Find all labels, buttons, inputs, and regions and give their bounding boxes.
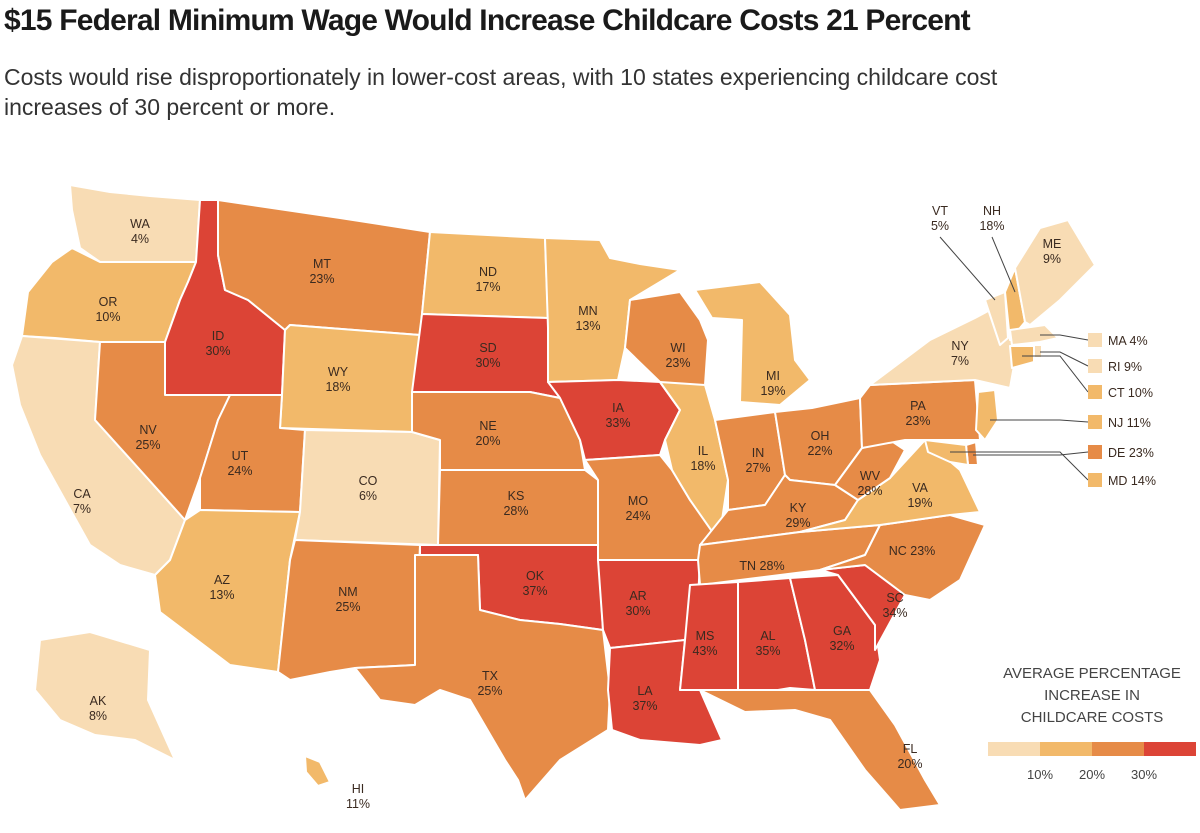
state-fl [699,689,941,811]
state-label-id: ID 30% [205,329,230,358]
state-label-sc: SC 34% [882,591,907,620]
callout-label-ct: CT 10% [1108,386,1153,400]
state-label-nd: ND 17% [475,265,500,294]
leader-line-md [950,451,1089,481]
state-label-hi: HI 11% [346,782,370,811]
state-label-me: ME 9% [1043,237,1062,266]
legend-tick: 20% [1079,767,1105,782]
legend-swatch [1040,742,1092,756]
state-label-oh: OH 22% [807,429,832,458]
leader-line-ri [1040,351,1089,367]
state-label-tx: TX 25% [477,669,502,698]
state-label-mn: MN 13% [575,304,600,333]
leader-line-nh [991,236,1016,293]
swatch-de [1088,445,1102,459]
swatch-ct [1088,385,1102,399]
legend-swatch [988,742,1040,756]
leader-line-ma [1040,334,1089,341]
state-label-wy: WY 18% [325,365,350,394]
state-tx [354,554,611,801]
state-label-mi: MI 19% [760,369,785,398]
state-label-nc: NC 23% [889,544,936,558]
state-label-in: IN 27% [745,446,770,475]
state-label-ne: NE 20% [475,419,500,448]
legend-tick: 30% [1131,767,1157,782]
state-label-al: AL 35% [755,629,780,658]
state-label-ms: MS 43% [692,629,717,658]
state-label-va: VA 19% [907,481,932,510]
state-wy [279,324,421,433]
state-label-ks: KS 28% [503,489,528,518]
state-label-vt: VT 5% [931,204,949,233]
leader-line-ct [1022,355,1089,393]
state-label-ok: OK 37% [522,569,547,598]
state-label-mo: MO 24% [625,494,650,523]
leader-line-de [973,451,1089,456]
callout-label-de: DE 23% [1108,446,1154,460]
leader-line-nj [990,419,1089,423]
state-label-sd: SD 30% [475,341,500,370]
state-label-ia: IA 33% [605,401,630,430]
state-label-ut: UT 24% [227,449,252,478]
state-label-tn: TN 28% [739,559,784,573]
state-ma [1009,324,1059,346]
swatch-nj [1088,415,1102,429]
state-ct [1009,345,1035,369]
state-label-wi: WI 23% [665,341,690,370]
state-label-il: IL 18% [690,444,715,473]
state-mi [694,281,811,406]
state-label-or: OR 10% [95,295,120,324]
callout-label-nj: NJ 11% [1108,416,1151,430]
state-label-nm: NM 25% [335,585,360,614]
state-label-la: LA 37% [632,684,657,713]
legend-title-line: INCREASE IN [1044,687,1140,704]
states-layer [11,184,1096,811]
swatch-ma [1088,333,1102,347]
state-label-ny: NY 7% [951,339,969,368]
legend-title-line: CHILDCARE COSTS [1021,709,1164,726]
state-hi [304,755,331,787]
state-label-ca: CA 7% [73,487,91,516]
state-label-nv: NV 25% [135,423,160,452]
state-label-ga: GA 32% [829,624,854,653]
map-subtitle: Costs would rise disproportionately in l… [4,64,998,120]
state-vt [984,291,1009,346]
state-label-nh: NH 18% [979,204,1004,233]
state-ia [547,379,681,461]
legend-title-line: AVERAGE PERCENTAGE [1003,665,1181,682]
state-label-wa: WA 4% [130,217,150,246]
state-me [1014,219,1096,326]
legend: AVERAGE PERCENTAGE INCREASE IN CHILDCARE C… [988,665,1196,782]
legend-tick: 10% [1027,767,1053,782]
swatch-ri [1088,359,1102,373]
legend-swatch [1092,742,1144,756]
swatch-md [1088,473,1102,487]
northeast-callouts: VT 5% NH 18% ME 9% MA 4% RI 9% CT 10% NJ 11% DE 23… [931,204,1156,488]
callout-label-md: MD 14% [1108,474,1156,488]
callout-label-ri: RI 9% [1108,360,1142,374]
labels-layer: WA 4% OR 10% CA 7% ID 30% NV 25% MT 23% WY 18% UT 24% AZ… [73,217,969,811]
map-title: $15 Federal Minimum Wage Would Increase … [4,4,971,37]
state-nj [975,389,999,441]
state-label-az: AZ 13% [209,573,234,602]
leader-line-vt [939,236,996,301]
state-label-fl: FL 20% [897,742,922,771]
state-label-mt: MT 23% [309,257,334,286]
state-label-co: CO 6% [359,474,378,503]
state-ak [34,631,176,761]
state-label-wv: WV 28% [857,469,882,498]
callout-label-ma: MA 4% [1108,334,1148,348]
legend-swatch [1144,742,1196,756]
state-label-ky: KY 29% [785,501,810,530]
state-label-ak: AK 8% [89,694,107,723]
state-label-ar: AR 30% [625,589,650,618]
state-label-pa: PA 23% [905,399,930,428]
state-md [924,439,969,466]
